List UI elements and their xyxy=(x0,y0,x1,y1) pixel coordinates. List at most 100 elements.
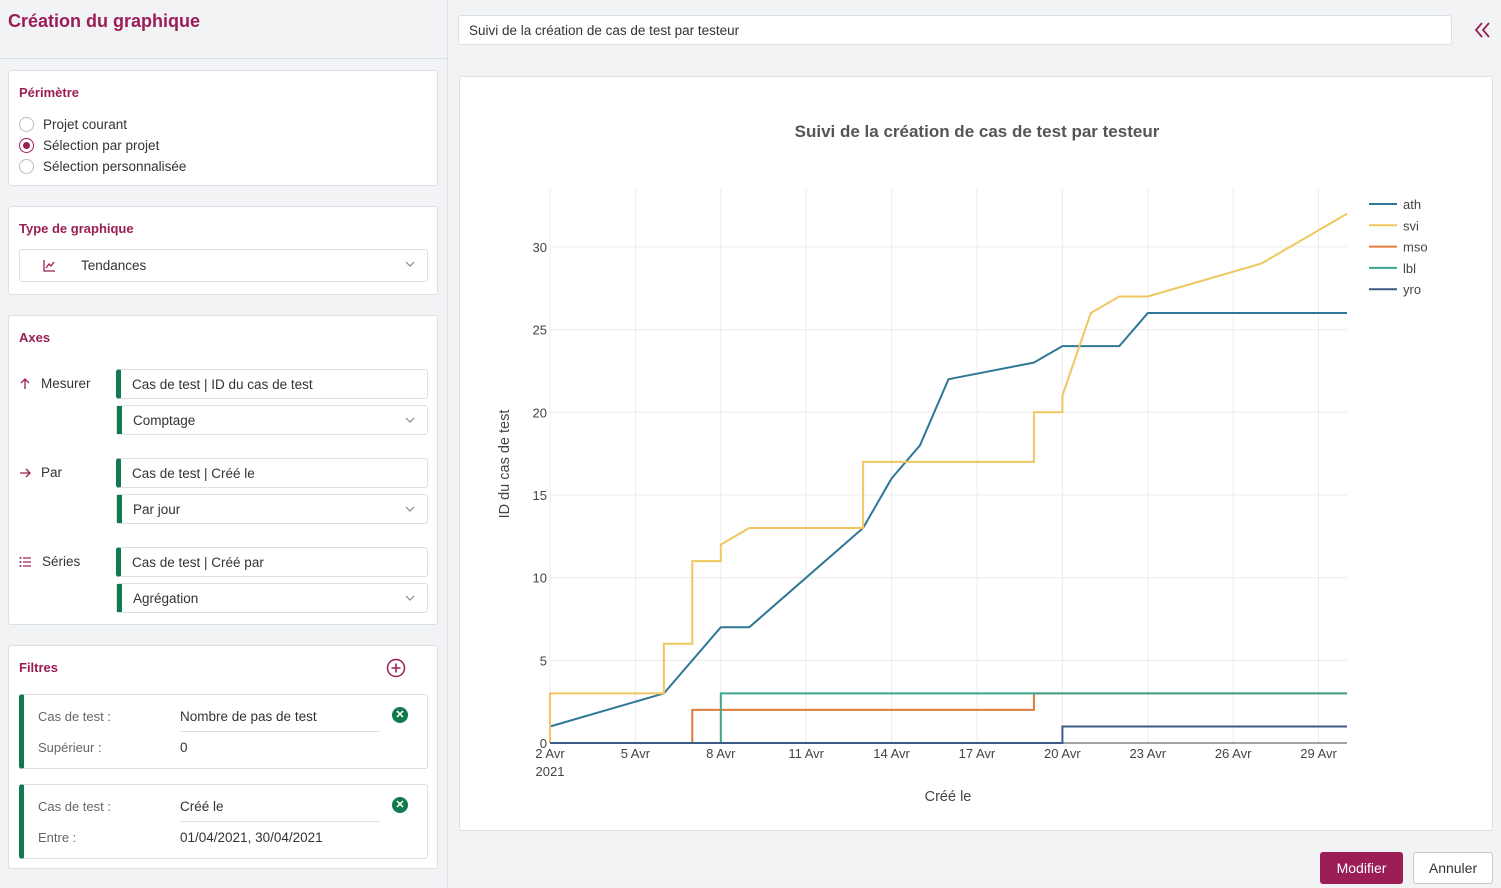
filter-operand: 0 xyxy=(180,740,188,755)
radio-icon[interactable] xyxy=(19,158,34,174)
measure-label: Mesurer xyxy=(19,376,91,391)
filter-item[interactable]: Cas de test : Créé le ✕ Entre : 01/04/20… xyxy=(19,784,428,859)
y-tick-label: 15 xyxy=(533,488,547,503)
x-tick-label: 2 Avr xyxy=(535,746,565,761)
panel-title: Création du graphique xyxy=(8,11,201,31)
x-axis-ticks: 2 Avr 5 Avr 8 Avr 11 Avr 14 Avr 17 Avr 20 Avr 2… xyxy=(535,746,1337,779)
x-axis-label: Créé le xyxy=(925,789,972,805)
series-label: Séries xyxy=(19,554,80,569)
modify-button[interactable]: Modifier xyxy=(1320,852,1403,884)
filter-value: Nombre de pas de test xyxy=(180,709,317,724)
filter-operator: Supérieur : xyxy=(38,740,102,755)
chart-series xyxy=(549,212,1348,744)
by-agg-value: Par jour xyxy=(133,501,181,517)
x-tick-label: 8 Avr xyxy=(706,746,736,761)
chart-type-title: Type de graphique xyxy=(19,221,134,236)
measure-agg-value: Comptage xyxy=(133,412,196,428)
y-axis-ticks: 0 5 10 15 20 25 30 xyxy=(533,240,547,751)
chart-config-panel: Création du graphique Périmètre Projet c… xyxy=(0,0,448,888)
x-year-label: 2021 xyxy=(536,764,565,779)
y-tick-label: 5 xyxy=(540,653,547,668)
trend-chart-icon xyxy=(43,260,55,272)
chevron-down-icon xyxy=(405,417,415,423)
chart-legend[interactable]: ath svi mso lbl yro xyxy=(1369,197,1428,297)
chart-title-input[interactable]: Suivi de la création de cas de test par … xyxy=(458,15,1452,45)
chevron-down-icon xyxy=(405,595,415,601)
by-label: Par xyxy=(19,465,62,480)
chart-type-select[interactable]: Tendances xyxy=(19,249,428,282)
radio-label: Projet courant xyxy=(43,116,128,132)
legend-label: svi xyxy=(1403,218,1419,233)
measure-field[interactable]: Cas de test | ID du cas de test xyxy=(116,369,428,399)
collapse-panel-icon[interactable] xyxy=(1471,18,1495,42)
y-tick-label: 30 xyxy=(533,240,547,255)
y-tick-label: 25 xyxy=(533,323,547,338)
x-tick-label: 23 Avr xyxy=(1129,746,1166,761)
radio-label: Sélection par projet xyxy=(43,137,160,153)
measure-label-text: Mesurer xyxy=(41,376,91,391)
legend-label: mso xyxy=(1403,240,1428,255)
field-accent xyxy=(117,584,122,612)
series-agg-select[interactable]: Agrégation xyxy=(116,583,428,613)
series-line-mso xyxy=(691,692,1347,743)
radio-selected-icon[interactable] xyxy=(19,137,34,153)
axes-title: Axes xyxy=(19,330,51,345)
perimeter-card: Périmètre Projet courant Sélection par p… xyxy=(8,70,438,186)
by-field[interactable]: Cas de test | Créé le xyxy=(116,458,428,488)
chart-preview-panel: Suivi de la création de cas de test par … xyxy=(449,0,1501,888)
filter-operator: Entre : xyxy=(38,830,77,845)
y-axis-label: ID du cas de test xyxy=(497,410,513,519)
x-tick-label: 17 Avr xyxy=(959,746,996,761)
legend-label: ath xyxy=(1403,197,1421,212)
radio-custom[interactable]: Sélection personnalisée xyxy=(19,157,186,175)
remove-filter-icon[interactable]: ✕ xyxy=(392,707,408,723)
chevron-down-icon xyxy=(405,261,415,267)
perimeter-title: Périmètre xyxy=(19,85,79,100)
filter-value: Créé le xyxy=(180,799,224,814)
x-tick-label: 29 Avr xyxy=(1300,746,1337,761)
series-line-yro xyxy=(550,725,1347,744)
x-tick-label: 14 Avr xyxy=(873,746,910,761)
series-line-svi xyxy=(549,212,1348,743)
measure-agg-select[interactable]: Comptage xyxy=(116,405,428,435)
remove-filter-icon[interactable]: ✕ xyxy=(392,797,408,813)
y-tick-label: 20 xyxy=(533,405,547,420)
filters-card: Filtres Cas de test : Nombre de pas de t… xyxy=(8,645,438,869)
by-agg-select[interactable]: Par jour xyxy=(116,494,428,524)
field-accent xyxy=(117,406,122,434)
arrow-right-icon xyxy=(20,468,31,477)
list-icon xyxy=(19,556,31,567)
radio-by-project[interactable]: Sélection par projet xyxy=(19,136,159,154)
legend-label: lbl xyxy=(1403,261,1416,276)
radio-label: Sélection personnalisée xyxy=(43,158,187,174)
add-filter-icon[interactable] xyxy=(386,658,406,678)
series-line-ath xyxy=(549,312,1347,728)
panel-header: Création du graphique xyxy=(0,0,447,59)
y-tick-label: 10 xyxy=(533,571,547,586)
series-agg-value: Agrégation xyxy=(133,590,199,606)
by-label-text: Par xyxy=(41,465,63,480)
filter-operand: 01/04/2021, 30/04/2021 xyxy=(180,830,323,845)
filter-key: Cas de test : xyxy=(38,799,111,814)
legend-label: yro xyxy=(1403,282,1421,297)
divider xyxy=(180,821,380,822)
series-field[interactable]: Cas de test | Créé par xyxy=(116,547,428,577)
chart-card: Suivi de la création de cas de test par … xyxy=(459,76,1493,831)
divider xyxy=(180,731,380,732)
filters-title: Filtres xyxy=(19,660,59,675)
x-tick-label: 11 Avr xyxy=(788,746,824,761)
chart-type-card: Type de graphique Tendances xyxy=(8,206,438,295)
filter-item[interactable]: Cas de test : Nombre de pas de test ✕ Su… xyxy=(19,694,428,769)
radio-current-project[interactable]: Projet courant xyxy=(19,115,127,133)
x-tick-label: 5 Avr xyxy=(621,746,651,761)
y-tick-label: 0 xyxy=(540,736,547,751)
chart-title: Suivi de la création de cas de test par … xyxy=(795,122,1160,141)
filter-key: Cas de test : xyxy=(38,709,111,724)
arrow-up-icon xyxy=(20,377,30,389)
axes-card: Axes Mesurer Cas de test | ID du cas de … xyxy=(8,315,438,625)
chevron-down-icon xyxy=(405,506,415,512)
cancel-button[interactable]: Annuler xyxy=(1413,852,1493,884)
trend-chart: Suivi de la création de cas de test par … xyxy=(497,122,1428,805)
chart-type-value: Tendances xyxy=(81,258,147,273)
radio-icon[interactable] xyxy=(19,116,34,132)
